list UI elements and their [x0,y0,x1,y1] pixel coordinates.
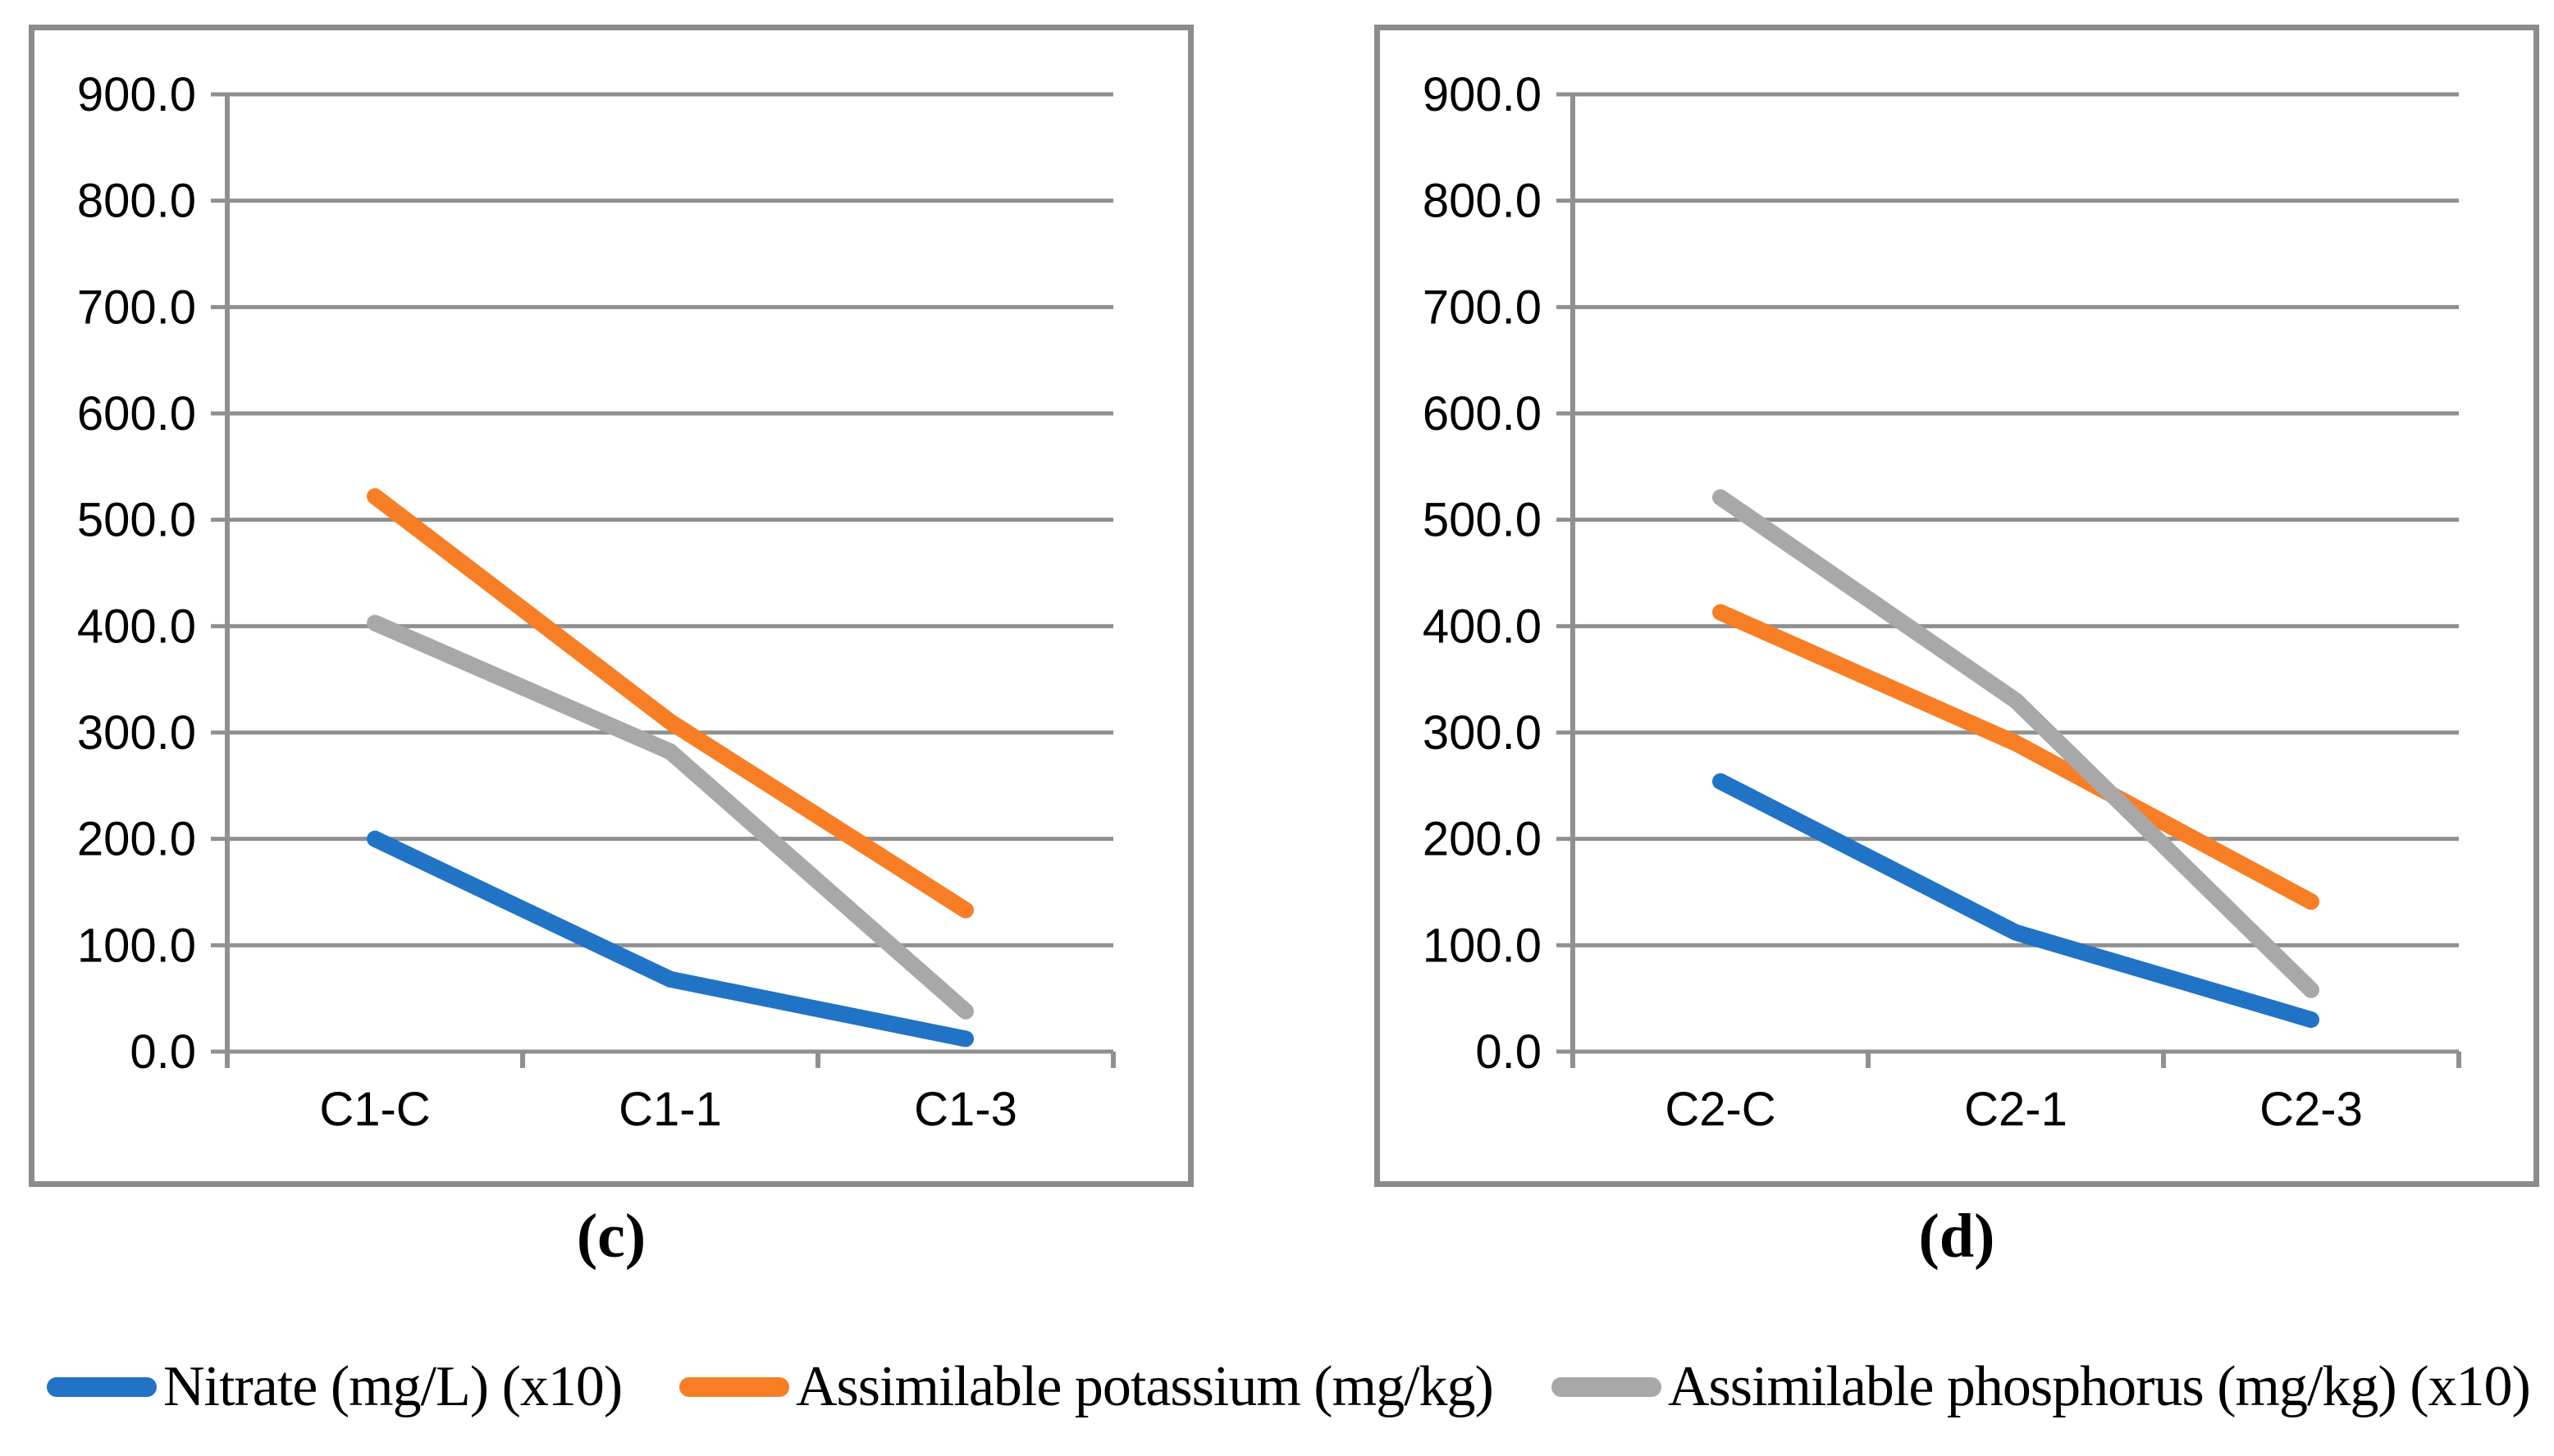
svg-text:700.0: 700.0 [1423,281,1542,334]
legend-item-nitrate: Nitrate (mg/L) (x10) [47,1342,623,1432]
legend-swatch-phosphorus [1551,1377,1661,1397]
legend-label-phosphorus: Assimilable phosphorus (mg/kg) (x10) [1668,1355,2531,1418]
svg-text:800.0: 800.0 [1423,175,1542,228]
svg-text:100.0: 100.0 [77,919,196,972]
legend-label-potassium: Assimilable potassium (mg/kg) [796,1355,1494,1418]
line-chart-c: 0.0 100.0 200.0 300.0 400.0 500.0 600.0 700.0 80… [77,68,1116,1136]
svg-text:100.0: 100.0 [1423,919,1542,972]
svg-text:0.0: 0.0 [1475,1025,1542,1079]
svg-text:300.0: 300.0 [1423,706,1542,760]
legend-item-potassium: Assimilable potassium (mg/kg) [679,1342,1494,1432]
svg-text:C1-C: C1-C [319,1083,430,1136]
chart-panel-c: 0.0 100.0 200.0 300.0 400.0 500.0 600.0 700.0 80… [29,25,1194,1187]
caption-d: (d) [1918,1202,1995,1271]
legend-swatch-potassium [679,1377,789,1397]
legend-item-phosphorus: Assimilable phosphorus (mg/kg) (x10) [1551,1342,2531,1432]
svg-text:300.0: 300.0 [77,706,196,760]
svg-text:900.0: 900.0 [1423,68,1542,121]
legend-label-nitrate: Nitrate (mg/L) (x10) [163,1355,623,1418]
caption-c: (c) [576,1202,646,1271]
legend-swatch-nitrate [47,1377,157,1397]
line-chart-d: 0.0 100.0 200.0 300.0 400.0 500.0 600.0 700.0 80… [1423,68,2461,1136]
svg-text:C1-1: C1-1 [619,1083,722,1136]
svg-text:200.0: 200.0 [77,813,196,866]
svg-text:500.0: 500.0 [77,494,196,547]
svg-text:500.0: 500.0 [1423,494,1542,547]
svg-text:600.0: 600.0 [1423,387,1542,440]
svg-text:800.0: 800.0 [77,175,196,228]
chart-panel-d: 0.0 100.0 200.0 300.0 400.0 500.0 600.0 700.0 80… [1374,25,2539,1187]
svg-text:700.0: 700.0 [77,281,196,334]
svg-text:900.0: 900.0 [77,68,196,121]
svg-text:400.0: 400.0 [77,600,196,653]
svg-text:600.0: 600.0 [77,387,196,440]
svg-text:C2-1: C2-1 [1964,1083,2067,1136]
svg-text:C2-3: C2-3 [2259,1083,2363,1136]
svg-text:0.0: 0.0 [130,1025,196,1079]
svg-text:400.0: 400.0 [1423,600,1542,653]
svg-text:C2-C: C2-C [1665,1083,1775,1136]
svg-text:C1-3: C1-3 [914,1083,1017,1136]
svg-text:200.0: 200.0 [1423,813,1542,866]
